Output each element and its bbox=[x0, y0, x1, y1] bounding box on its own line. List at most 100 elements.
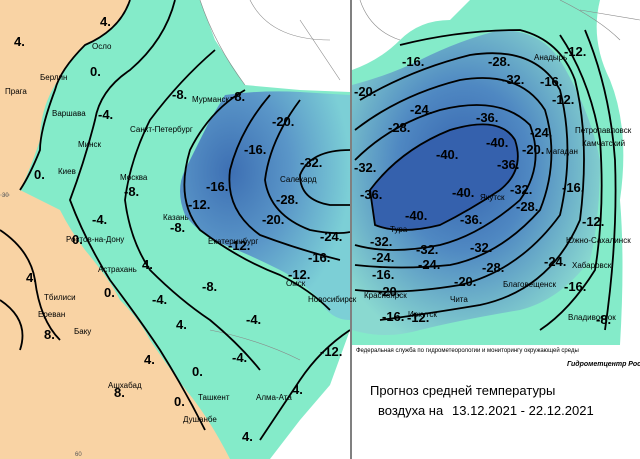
city-label: Чита bbox=[450, 295, 468, 304]
city-label: Алма-Ата bbox=[256, 393, 292, 402]
contour-label: -8. bbox=[202, 279, 217, 294]
contour-label: -12. bbox=[564, 44, 586, 59]
contour-label: -16. bbox=[308, 250, 330, 265]
city-label: Казань bbox=[163, 213, 189, 222]
city-label: Варшава bbox=[52, 109, 86, 118]
contour-label: 4. bbox=[144, 352, 155, 367]
contour-label: -12. bbox=[407, 310, 429, 325]
isoline bbox=[354, 52, 569, 293]
city-label: Осло bbox=[92, 42, 112, 51]
coast bbox=[0, 0, 341, 361]
graticule-label: 60 bbox=[75, 452, 82, 458]
city-label: Мурманск bbox=[192, 95, 229, 104]
city-label: Минск bbox=[78, 140, 102, 149]
city-label: Екатеринбург bbox=[208, 237, 258, 246]
contour-label: -20. bbox=[272, 114, 294, 129]
city-label: Москва bbox=[120, 173, 148, 182]
isoline bbox=[379, 29, 585, 321]
city-label: Красноярск bbox=[364, 291, 407, 300]
contour-label: -4. bbox=[152, 292, 167, 307]
isoline bbox=[0, 229, 61, 351]
contour-label: -8. bbox=[170, 220, 185, 235]
contour-label: -8. bbox=[124, 184, 139, 199]
contour-label: -32. bbox=[354, 160, 376, 175]
contour-label: -16. bbox=[540, 74, 562, 89]
blue-region bbox=[180, 91, 350, 320]
city-label: Тбилиси bbox=[44, 293, 76, 302]
contour-label: -20. bbox=[522, 142, 544, 157]
contour-label: -20. bbox=[354, 84, 376, 99]
contour-label: -8. bbox=[596, 312, 611, 327]
contour-label: -16. bbox=[206, 179, 228, 194]
city-label: Астрахань bbox=[98, 265, 137, 274]
contour-label: -32. bbox=[502, 72, 524, 87]
title-line1: Прогноз средней температуры bbox=[370, 383, 555, 398]
city-label: Хабаровск bbox=[572, 261, 612, 270]
contour-label: 0. bbox=[34, 167, 45, 182]
isoline bbox=[369, 123, 519, 231]
city-label: Ташкент bbox=[198, 393, 230, 402]
contour-label: -16. bbox=[564, 279, 586, 294]
city-label: Иркутск bbox=[408, 310, 437, 319]
city-label: Ростов-на-Дону bbox=[66, 235, 124, 244]
contour-label: -28. bbox=[516, 199, 538, 214]
contour-label: -32. bbox=[370, 234, 392, 249]
city-label: Ашхабад bbox=[108, 381, 142, 390]
contour-label: 8. bbox=[114, 385, 125, 400]
contour-label: -20. bbox=[262, 212, 284, 227]
contour-label: -28. bbox=[388, 120, 410, 135]
contour-label: -24. bbox=[418, 257, 440, 272]
city-label: Баку bbox=[74, 327, 91, 336]
contour-label: -12. bbox=[582, 214, 604, 229]
contour-label: -28. bbox=[488, 54, 510, 69]
isoline bbox=[69, 0, 206, 431]
contour-label: -16. bbox=[562, 180, 584, 195]
contour-label: -4. bbox=[246, 312, 261, 327]
contour-label: -36. bbox=[460, 212, 482, 227]
city-label: Магадан bbox=[546, 147, 578, 156]
contour-label: -16. bbox=[382, 309, 404, 324]
contour-label: 0. bbox=[174, 394, 185, 409]
contour-label: -4. bbox=[98, 107, 113, 122]
isoline bbox=[354, 77, 553, 269]
city-label: Анадырь bbox=[534, 53, 567, 62]
contour-label: -12. bbox=[288, 267, 310, 282]
city-label: Киев bbox=[58, 167, 76, 176]
coast bbox=[359, 0, 640, 41]
isoline bbox=[228, 94, 341, 261]
orange-region bbox=[0, 0, 230, 459]
city-label: Прага bbox=[5, 87, 27, 96]
contour-label: -24. bbox=[320, 229, 342, 244]
contour-label: -40. bbox=[405, 208, 427, 223]
contour-label: -24. bbox=[544, 254, 566, 269]
contour-label: -32. bbox=[416, 242, 438, 257]
city-label: Камчатский bbox=[582, 139, 625, 148]
contour-label: -24. bbox=[410, 102, 432, 117]
graticule-label: 30 bbox=[2, 193, 9, 199]
city-label: Душанбе bbox=[183, 415, 217, 424]
agency: Федеральная служба по гидрометеорологии … bbox=[356, 347, 579, 354]
contour-label: 0. bbox=[104, 285, 115, 300]
contour-label: -4. bbox=[232, 350, 247, 365]
contour-label: -28. bbox=[276, 192, 298, 207]
contour-label: 0. bbox=[192, 364, 203, 379]
city-label: Новосибирск bbox=[308, 295, 357, 304]
contour-label: 0. bbox=[72, 232, 83, 247]
contour-label: -4. bbox=[92, 212, 107, 227]
city-label: Тура bbox=[390, 225, 408, 234]
right-panel bbox=[352, 0, 640, 345]
isoline bbox=[354, 104, 537, 251]
contour-label: -8. bbox=[172, 87, 187, 102]
contour-label: -20. bbox=[454, 274, 476, 289]
contour-label: -40. bbox=[436, 147, 458, 162]
isoline bbox=[124, 49, 261, 371]
city-label: Петропавловск bbox=[575, 126, 632, 135]
city-label: Санкт-Петербург bbox=[130, 125, 193, 134]
city-label: Благовещенск bbox=[503, 280, 556, 289]
contour-label: -36. bbox=[476, 110, 498, 125]
isoline bbox=[259, 329, 350, 441]
contour-label: -32. bbox=[510, 182, 532, 197]
city-label: Салехард bbox=[280, 175, 317, 184]
contour-label: -20. bbox=[378, 284, 400, 299]
